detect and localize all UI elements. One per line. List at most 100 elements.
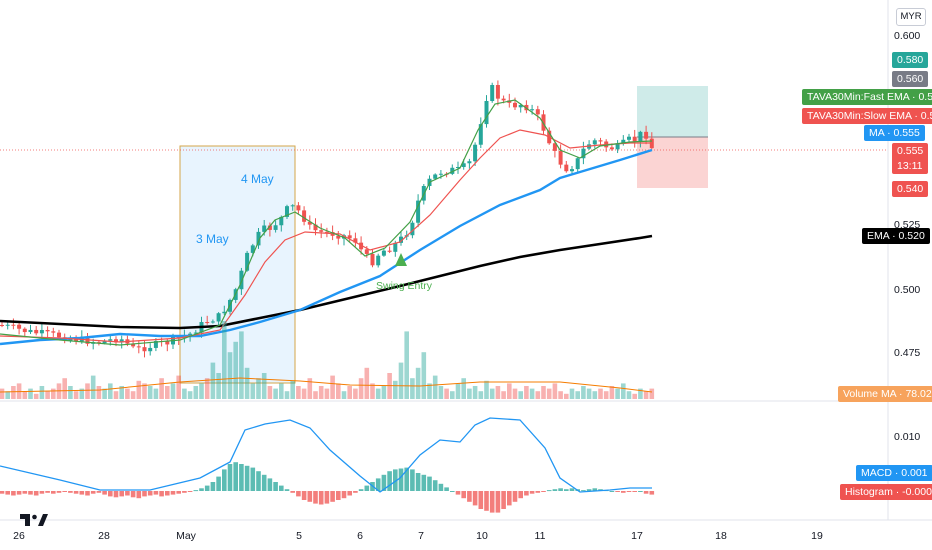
candle-body [210,321,215,323]
volume-bar [204,378,210,399]
time-tick: 26 [13,530,25,542]
macd-histogram-bar [609,491,615,492]
macd-histogram-bar [182,491,187,493]
volume-bar [153,388,159,399]
volume-bar [125,388,130,399]
macd-histogram-bar [558,488,563,491]
macd-histogram-bar [552,489,558,491]
volume-bar [415,367,421,399]
candle-body [153,341,158,348]
candle-body [222,311,227,314]
volume-bar [284,391,290,399]
volume-bar [222,321,227,399]
time-tick: 6 [357,530,363,542]
candle-body [188,333,193,336]
macd-histogram-bar [296,491,301,497]
macd-histogram-bar [11,491,16,496]
candle-body [39,329,44,334]
volume-bar [79,388,85,399]
volume-bar [193,386,199,399]
candle-body [148,347,153,352]
macd-histogram-bar [432,480,438,491]
volume-bar [170,383,176,399]
macd-histogram-bar [415,473,421,491]
macd-histogram-bar [341,491,347,499]
candle-body [45,329,50,332]
volume-bar [244,367,250,399]
macd-histogram-bar [518,491,523,499]
candle-body [279,216,284,226]
macd-histogram-bar [125,491,130,496]
volume-bar [632,393,637,399]
volume-bar [165,386,170,399]
candle-body [273,225,278,230]
macd-histogram-bar [467,491,472,502]
volume-bar [518,391,523,399]
volume-bar [318,386,324,399]
time-tick: 5 [296,530,302,542]
macd-histogram-bar [119,491,124,497]
candle-body [205,322,210,324]
volume-bar [113,391,119,399]
volume-bar [39,386,45,399]
candle-body [342,235,346,239]
swing-entry-arrow-icon [395,253,407,266]
annotation-swing-entry[interactable]: Swing Entry [376,280,433,292]
candle-body [296,205,301,211]
volume-bar [569,388,575,399]
macd-tick: 0.010 [894,431,921,443]
volume-bar [592,391,598,399]
volume-bar [136,380,142,399]
macd-histogram-bar [535,491,541,493]
highlight-rectangle [179,145,296,384]
volume-bar [489,388,495,399]
slow-ema-label: TAVA30Min:Slow EMA · 0.560 [802,108,932,124]
volume-bar [524,386,529,399]
target-price-label: 0.580 [892,52,929,68]
candle-body [245,252,250,271]
macd-histogram-bar [33,491,39,496]
candle-body [575,158,580,170]
currency-button[interactable]: MYR [896,8,926,26]
candle-body [632,136,637,142]
slow-ema-line [0,129,652,343]
macd-label: MACD · 0.001 [856,465,932,481]
candle-body [57,332,61,338]
macd-histogram-bar [16,491,22,495]
volume-bar [501,391,506,399]
macd-histogram-bar [204,485,210,491]
macd-histogram-bar [0,491,5,494]
candle-body [490,84,495,101]
volume-bar [541,386,546,399]
macd-histogram-bar [410,469,415,491]
candle-body [250,245,255,253]
candle-body [34,329,39,334]
volume-bar [330,375,335,399]
candle-body [267,225,272,230]
volume-bar [0,388,5,399]
volume-bar [341,391,347,399]
macd-histogram-bar [244,465,250,491]
candle-body [609,147,614,150]
volume-bar [404,331,409,399]
volume-bar [51,388,56,399]
prev-close-label: 0.560 [892,71,929,87]
macd-histogram-bar [324,491,330,504]
volume-bar [581,386,586,399]
candle-body [347,235,352,239]
annotation-3-may[interactable]: 3 May [196,232,229,246]
macd-histogram-bar [96,491,102,493]
macd-histogram-bar [393,469,398,491]
macd-histogram-bar [5,491,10,495]
macd-histogram-bar [279,485,284,491]
candle-body [644,131,649,139]
volume-bar [290,380,295,399]
candle-body [598,140,603,142]
candle-body [11,324,16,326]
macd-histogram-bar [284,489,290,491]
volume-bar [615,388,620,399]
annotation-4-may[interactable]: 4 May [241,172,274,186]
candle-body [564,164,569,172]
